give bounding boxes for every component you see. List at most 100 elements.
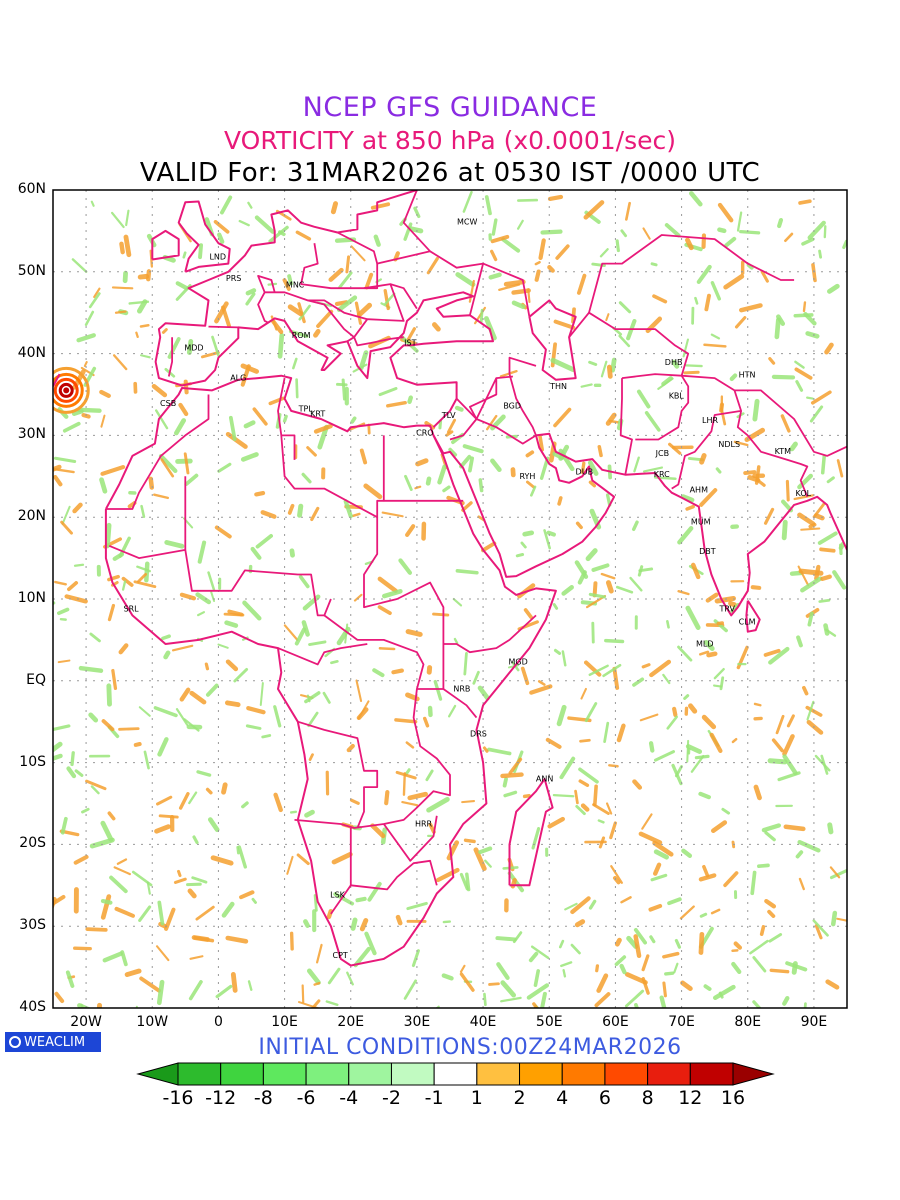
vorticity-streak xyxy=(736,211,743,232)
vorticity-streak xyxy=(118,643,129,655)
colorbar-label: -16 xyxy=(162,1087,194,1109)
vorticity-streak xyxy=(641,954,650,972)
vorticity-streak xyxy=(588,592,606,599)
vorticity-streak xyxy=(502,866,519,870)
lon-label: 40E xyxy=(469,1014,497,1030)
vorticity-streak xyxy=(486,414,498,431)
country-border xyxy=(105,394,210,510)
vorticity-streak xyxy=(540,229,563,235)
vorticity-streak xyxy=(724,236,737,248)
vorticity-streak xyxy=(752,1000,762,1008)
vorticity-streak xyxy=(500,980,517,998)
vorticity-streak xyxy=(106,683,112,707)
vorticity-streak xyxy=(761,823,782,833)
weaclim-logo: WEACLIM xyxy=(5,1032,101,1052)
vorticity-streak xyxy=(553,648,562,655)
vorticity-streak xyxy=(749,939,769,955)
vorticity-streak xyxy=(807,611,814,627)
vorticity-streak xyxy=(685,364,703,368)
vorticity-streak xyxy=(723,871,739,888)
vorticity-streak xyxy=(842,239,847,250)
vorticity-streak xyxy=(662,673,671,685)
vorticity-streak xyxy=(72,502,83,514)
vorticity-streak xyxy=(250,546,262,560)
vorticity-streak xyxy=(138,905,152,922)
vorticity-streak xyxy=(662,981,667,998)
cyclone-ring xyxy=(58,382,74,398)
vorticity-streak xyxy=(158,814,179,819)
vorticity-streak xyxy=(767,909,776,918)
vorticity-streak xyxy=(359,918,369,932)
vorticity-streak xyxy=(76,333,96,343)
vorticity-streak xyxy=(205,683,219,697)
vorticity-streak xyxy=(57,659,71,664)
colorbar-segment xyxy=(476,1062,521,1086)
vorticity-streak xyxy=(255,533,273,549)
vorticity-streak xyxy=(775,714,785,735)
vorticity-streak xyxy=(774,317,781,340)
vorticity-streak xyxy=(705,592,719,603)
cyclone-center xyxy=(63,387,70,394)
country-border xyxy=(621,373,690,441)
country-borders xyxy=(53,190,847,967)
vorticity-streak xyxy=(60,520,73,535)
vorticity-streak xyxy=(405,629,423,637)
vorticity-streak xyxy=(111,211,125,229)
vorticity-streak xyxy=(353,946,371,968)
vorticity-streak xyxy=(407,395,413,405)
vorticity-streak xyxy=(522,530,535,537)
city-label: LSK xyxy=(330,891,346,900)
city-label: MLD xyxy=(696,639,714,648)
vorticity-streak xyxy=(178,402,189,417)
vorticity-streak xyxy=(481,541,497,553)
vorticity-streak xyxy=(556,704,567,727)
vorticity-streak xyxy=(714,595,736,604)
vorticity-streak xyxy=(425,476,432,486)
colorbar-segment xyxy=(390,1062,435,1086)
vorticity-streak xyxy=(753,702,762,707)
vorticity-streak xyxy=(353,593,363,602)
vorticity-streak xyxy=(715,467,722,474)
vorticity-streak xyxy=(650,262,658,267)
city-label: MGD xyxy=(509,657,528,666)
vorticity-streak xyxy=(66,766,77,779)
vorticity-streak xyxy=(116,858,128,865)
vorticity-streak xyxy=(734,316,747,329)
vorticity-streak xyxy=(292,357,298,370)
coastline xyxy=(53,373,61,387)
vorticity-streak xyxy=(224,700,241,708)
vorticity-streak xyxy=(584,660,602,677)
vorticity-streak xyxy=(782,754,798,776)
vorticity-streak xyxy=(605,313,610,322)
vorticity-streak xyxy=(336,295,358,312)
vorticity-streak xyxy=(157,737,169,757)
vorticity-streak xyxy=(78,665,104,673)
vorticity-streak xyxy=(463,838,476,844)
vorticity-streak xyxy=(330,201,339,215)
vorticity-streak xyxy=(786,714,795,728)
vorticity-streak xyxy=(642,227,651,240)
country-border xyxy=(330,828,352,915)
vorticity-streak xyxy=(484,859,492,868)
vorticity-streak xyxy=(553,319,576,330)
vorticity-streak xyxy=(731,961,742,975)
vorticity-streak xyxy=(313,981,321,986)
vorticity-streak xyxy=(557,496,563,506)
vorticity-streak xyxy=(809,405,824,423)
vorticity-streak xyxy=(784,232,794,243)
lat-label: 30S xyxy=(19,917,46,934)
vorticity-streak xyxy=(230,972,238,993)
vorticity-streak xyxy=(233,667,249,683)
vorticity-streak xyxy=(186,339,194,355)
vorticity-streak xyxy=(100,894,112,920)
vorticity-streak xyxy=(543,529,551,550)
vorticity-streak xyxy=(61,505,71,525)
city-label: LHR xyxy=(702,416,718,425)
vorticity-streak xyxy=(479,308,484,324)
vorticity-streak xyxy=(288,329,309,338)
vorticity-streak xyxy=(591,563,610,572)
vorticity-streak xyxy=(111,286,134,290)
vorticity-streak xyxy=(603,721,610,744)
vorticity-streak xyxy=(698,931,705,955)
vorticity-streak xyxy=(593,784,598,807)
